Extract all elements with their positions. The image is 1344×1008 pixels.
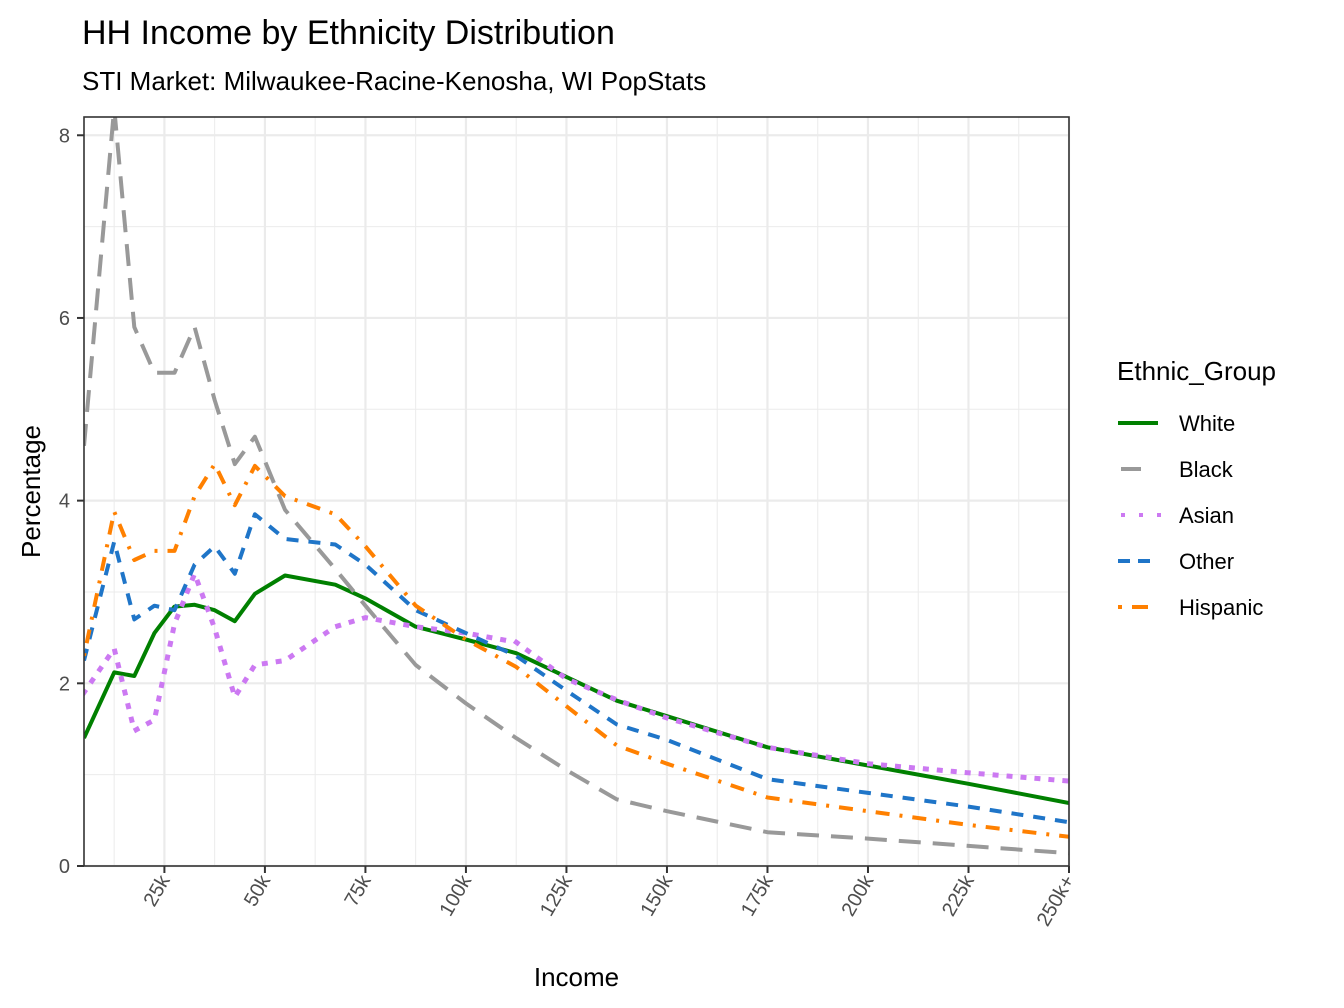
legend-label-black: Black: [1179, 457, 1234, 482]
x-tick-label: 125k: [536, 871, 577, 920]
plot-area: [83, 116, 1071, 868]
legend-item-asian: Asian: [1121, 503, 1234, 528]
legend-label-other: Other: [1179, 549, 1234, 574]
series-line-other: [84, 512, 1069, 825]
x-tick-label: 100k: [436, 871, 477, 920]
y-tick-label: 4: [59, 491, 70, 513]
chart-subtitle: STI Market: Milwaukee-Racine-Kenosha, WI…: [82, 66, 706, 96]
legend-item-white: White: [1118, 411, 1235, 436]
y-tick-label: 8: [59, 125, 70, 147]
x-tick-label: 50k: [240, 871, 276, 911]
x-tick-label: 150k: [637, 871, 678, 920]
series-line-asian: [84, 571, 1069, 784]
x-tick-label: 225k: [938, 871, 979, 920]
panel-border: [83, 116, 1070, 867]
grid-minor: [84, 117, 1069, 866]
x-tick-label: 250k+: [1033, 872, 1080, 931]
legend-item-black: Black: [1121, 457, 1234, 482]
legend-title: Ethnic_Group: [1117, 356, 1276, 386]
y-tick-label: 6: [59, 308, 70, 330]
legend-item-hispanic: Hispanic: [1118, 595, 1263, 620]
y-tick-label: 0: [59, 856, 70, 878]
legend-label-white: White: [1179, 411, 1235, 436]
legend-label-asian: Asian: [1179, 503, 1234, 528]
x-tick-label: 200k: [838, 871, 879, 920]
x-tick-label: 175k: [737, 871, 778, 920]
y-axis-title: Percentage: [16, 425, 46, 558]
legend: Ethnic_Group White Black Asian Other Hispani…: [1117, 356, 1276, 620]
legend-item-other: Other: [1118, 549, 1234, 574]
x-axis: 25k 50k 75k 100k 125k 150k 175k 200k 225k 250k+: [140, 866, 1080, 931]
x-tick-label: 25k: [140, 871, 176, 911]
y-tick-label: 2: [59, 673, 70, 695]
legend-items: White Black Asian Other Hispanic: [1118, 411, 1263, 620]
x-tick-label: 75k: [341, 871, 377, 911]
series-line-black: [84, 117, 1069, 856]
x-axis-title: Income: [534, 962, 619, 992]
chart-title: HH Income by Ethnicity Distribution: [82, 14, 615, 52]
legend-label-hispanic: Hispanic: [1179, 595, 1263, 620]
y-axis: 0 2 4 6 8: [59, 125, 84, 878]
panel-background: [84, 117, 1069, 866]
series-layer: [84, 117, 1069, 856]
